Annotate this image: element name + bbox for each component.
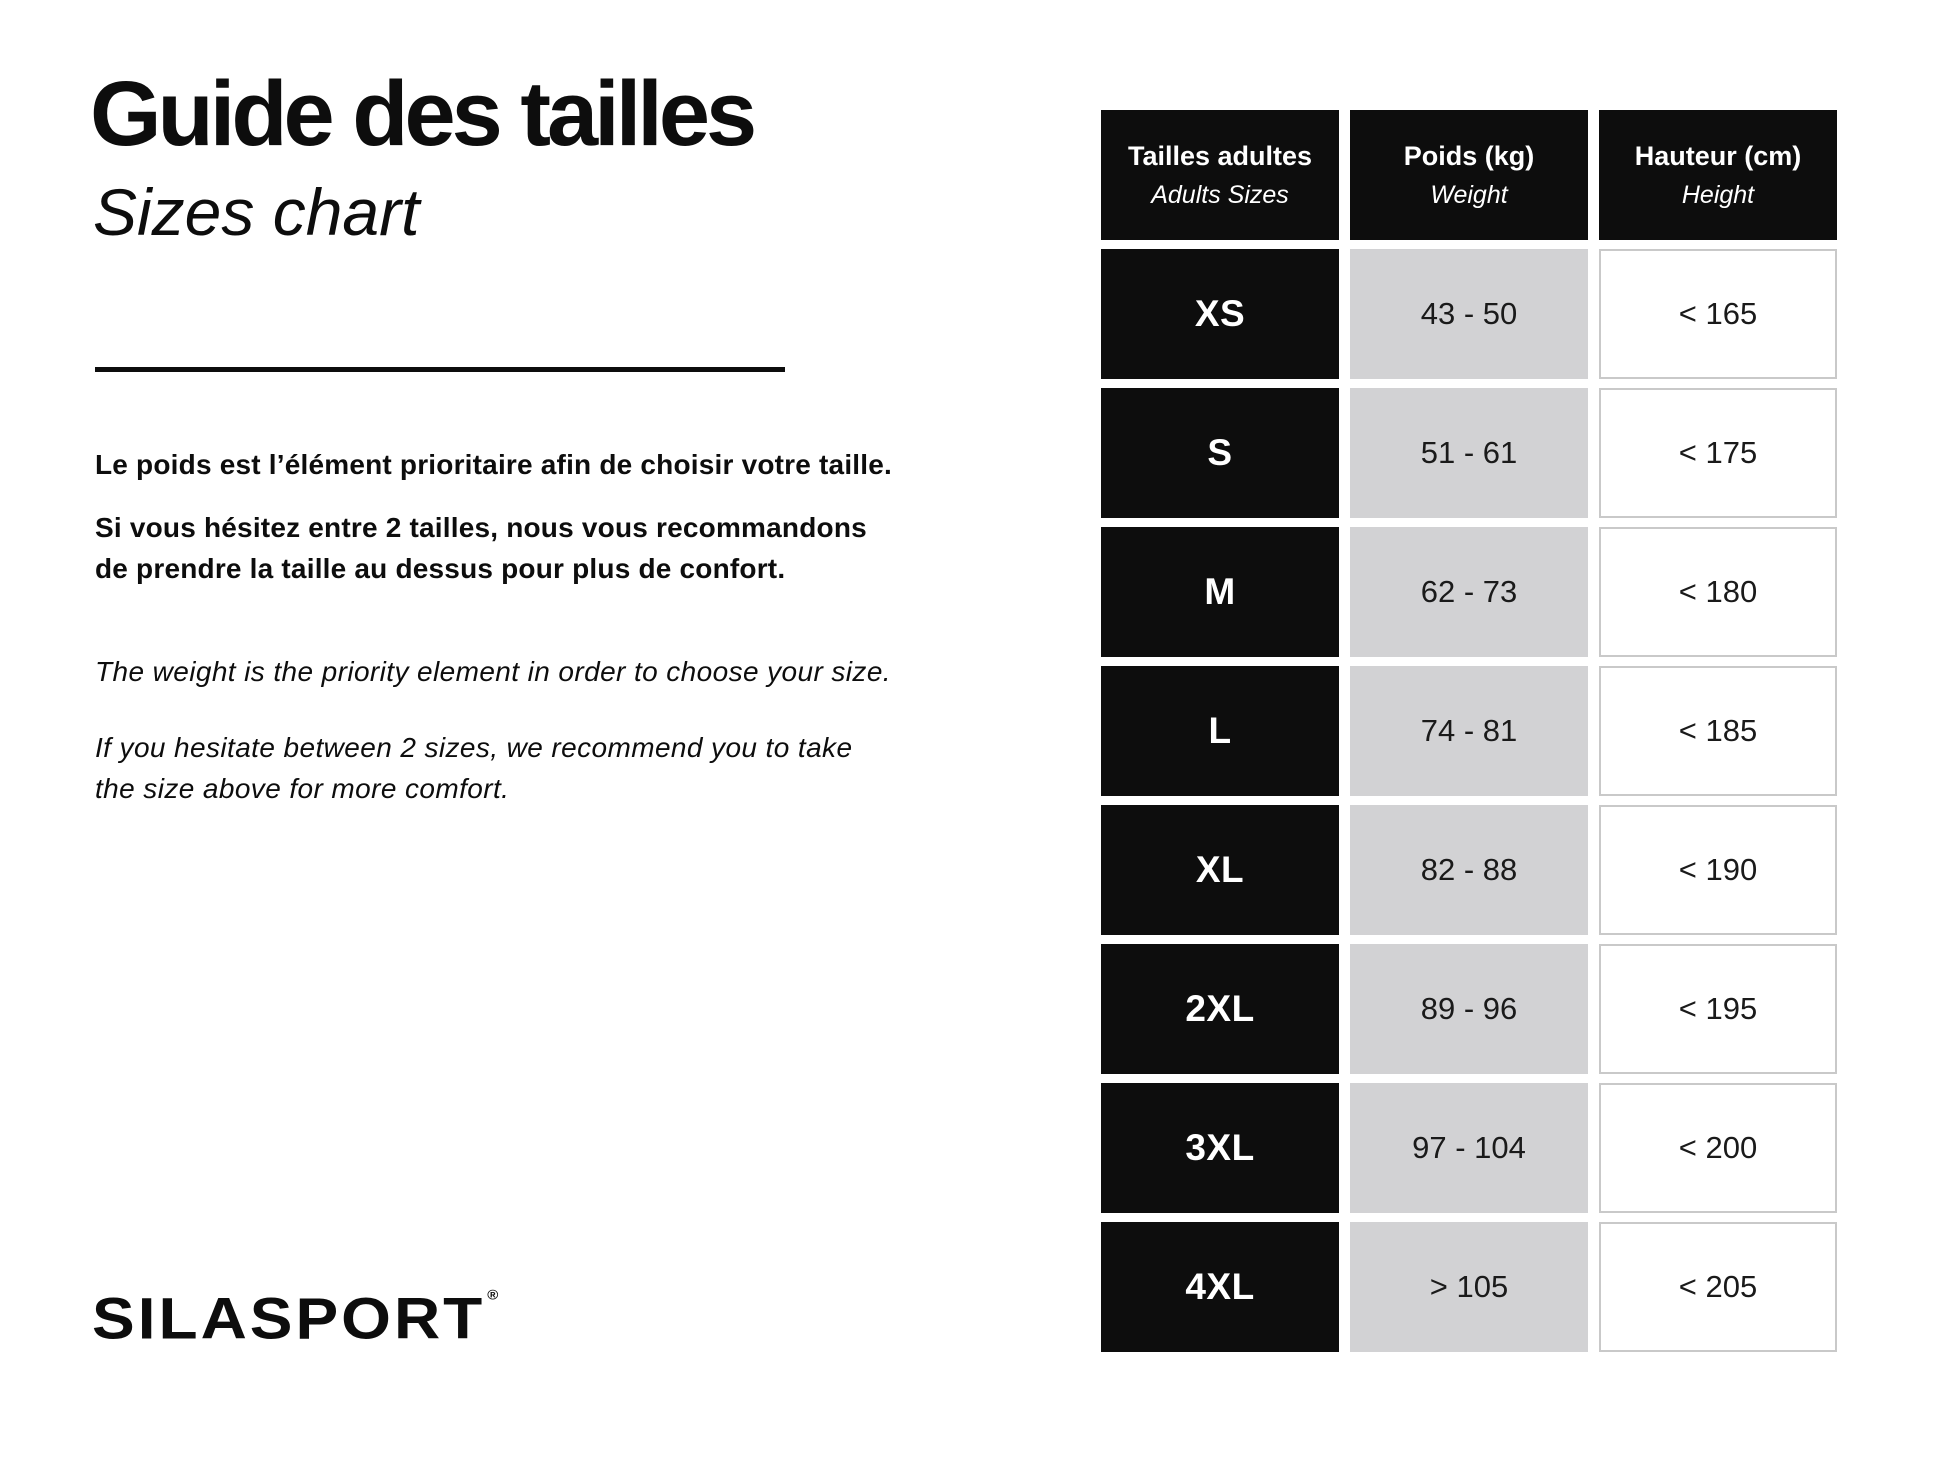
column-header-fr: Tailles adultes [1127, 140, 1313, 171]
paragraph-line: If you hesitate between 2 sizes, we reco… [95, 732, 853, 763]
weight-cell: 51 - 61 [1350, 388, 1588, 518]
silasport-logo: SILASPORT ® [92, 1284, 498, 1352]
column-header-height: Hauteur (cm) Height [1599, 110, 1837, 240]
size-cell: 4XL [1101, 1222, 1339, 1352]
column-header-en: Height [1681, 180, 1755, 209]
column-header-fr: Poids (kg) [1403, 140, 1535, 171]
weight-cell: > 105 [1350, 1222, 1588, 1352]
weight-cell: 89 - 96 [1350, 944, 1588, 1074]
height-cell: < 200 [1599, 1083, 1837, 1213]
height-cell: < 190 [1599, 805, 1837, 935]
paragraph-line: de prendre la taille au dessus pour plus… [95, 553, 786, 584]
weight-cell: 62 - 73 [1350, 527, 1588, 657]
weight-cell: 82 - 88 [1350, 805, 1588, 935]
column-header-sizes: Tailles adultes Adults Sizes [1101, 110, 1339, 240]
paragraph-line: Si vous hésitez entre 2 tailles, nous vo… [95, 512, 867, 543]
size-cell: 2XL [1101, 944, 1339, 1074]
size-cell: S [1101, 388, 1339, 518]
size-cell: XL [1101, 805, 1339, 935]
size-cell: XS [1101, 249, 1339, 379]
height-cell: < 205 [1599, 1222, 1837, 1352]
intro-paragraph-en-1: The weight is the priority element in or… [95, 651, 891, 692]
column-header-weight: Poids (kg) Weight [1350, 110, 1588, 240]
intro-paragraph-en-2: If you hesitate between 2 sizes, we reco… [95, 727, 852, 809]
height-cell: < 195 [1599, 944, 1837, 1074]
size-cell: M [1101, 527, 1339, 657]
size-cell: L [1101, 666, 1339, 796]
height-cell: < 165 [1599, 249, 1837, 379]
paragraph-line: Le poids est l’élément prioritaire afin … [95, 449, 893, 480]
paragraph-line: the size above for more comfort. [95, 773, 510, 804]
intro-paragraph-fr-1: Le poids est l’élément prioritaire afin … [95, 444, 892, 485]
page-title-fr: Guide des tailles [90, 63, 757, 165]
title-divider [95, 367, 785, 372]
size-cell: 3XL [1101, 1083, 1339, 1213]
page-title-en: Sizes chart [93, 175, 420, 249]
height-cell: < 175 [1599, 388, 1837, 518]
height-cell: < 180 [1599, 527, 1837, 657]
column-header-en: Adults Sizes [1151, 180, 1289, 209]
column-header-en: Weight [1430, 180, 1508, 209]
registered-trademark-icon: ® [487, 1287, 499, 1304]
logo-wordmark: SILASPORT [92, 1284, 486, 1352]
weight-cell: 74 - 81 [1350, 666, 1588, 796]
weight-cell: 97 - 104 [1350, 1083, 1588, 1213]
size-table: Tailles adultes Adults Sizes Poids (kg) … [1101, 110, 1837, 1352]
height-cell: < 185 [1599, 666, 1837, 796]
column-header-fr: Hauteur (cm) [1634, 140, 1802, 171]
intro-paragraph-fr-2: Si vous hésitez entre 2 tailles, nous vo… [95, 507, 867, 589]
weight-cell: 43 - 50 [1350, 249, 1588, 379]
paragraph-line: The weight is the priority element in or… [95, 656, 891, 687]
